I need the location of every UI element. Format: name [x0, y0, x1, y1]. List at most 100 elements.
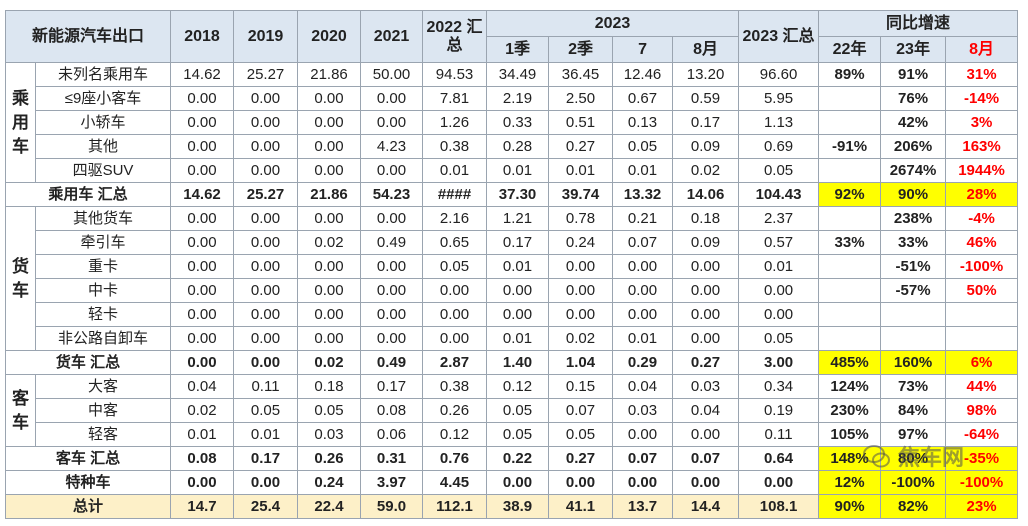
cell: 0.02 [297, 230, 362, 255]
cell: 0.27 [672, 350, 740, 375]
cell: 0.00 [360, 206, 424, 231]
cell: 0.00 [486, 302, 550, 327]
year-header: 2023 [486, 10, 740, 37]
cell: 1.21 [486, 206, 550, 231]
cell: 485% [818, 350, 882, 375]
row-name: 未列名乘用车 [34, 62, 172, 87]
row-name: 其他 [34, 134, 172, 159]
row-name: 非公路自卸车 [34, 326, 172, 351]
cell: -64% [945, 422, 1019, 447]
cell: 0.13 [612, 110, 674, 135]
cell: 12% [818, 470, 882, 495]
cell: 0.00 [170, 158, 235, 183]
cell: 0.00 [297, 86, 362, 111]
row: 重卡 0.00 0.00 0.00 0.00 0.05 0.01 0.00 0.00 0.00 0.… [6, 254, 1019, 279]
row: 小轿车 0.00 0.00 0.00 0.00 1.26 0.33 0.51 0.13 0.17 1… [6, 110, 1019, 135]
cell: 0.24 [297, 470, 362, 495]
group-label: 客车 [5, 374, 36, 447]
cell: 50.00 [360, 62, 424, 87]
cell: -51% [880, 254, 947, 279]
cell: 23% [945, 494, 1019, 519]
total-row: 总计 14.7 25.4 22.4 59.0 112.1 38.9 41.1 13.7 14.4 1… [4, 494, 1019, 519]
cell: 0.00 [360, 110, 424, 135]
cell: 0.00 [297, 206, 362, 231]
cell: 2.37 [738, 206, 820, 231]
row: 其他 0.00 0.00 0.00 4.23 0.38 0.28 0.27 0.05 0.09 0.… [6, 134, 1019, 159]
cell: 0.00 [548, 302, 614, 327]
special-row: 特种车 0.00 0.00 0.24 3.97 4.45 0.00 0.00 0.00 0.00 0… [4, 470, 1019, 495]
cell: 37.30 [486, 182, 550, 207]
body: 乘用车 未列名乘用车 14.62 25.27 21.86 50.00 94.53 34.49 3… [4, 62, 1019, 519]
cell: 0.00 [297, 134, 362, 159]
cell: 0.11 [738, 422, 820, 447]
cell: 0.21 [612, 206, 674, 231]
cell: 0.19 [738, 398, 820, 423]
cell: 0.26 [422, 398, 488, 423]
cell: 0.00 [297, 254, 362, 279]
cell: 0.00 [233, 302, 299, 327]
cell: 0.00 [486, 470, 550, 495]
cell: 0.04 [672, 398, 740, 423]
header-row: 1季 2季 7 8月 22年 23年 8月 [6, 36, 1019, 63]
cell: 0.17 [672, 110, 740, 135]
cell: -100% [880, 470, 947, 495]
group-label: 乘用车 [5, 62, 36, 183]
cell: 0.09 [672, 134, 740, 159]
row-name: 轻卡 [34, 302, 172, 327]
cell: 59.0 [360, 494, 424, 519]
cell: 0.00 [170, 470, 235, 495]
cell: 0.00 [672, 278, 740, 303]
cell: -14% [945, 86, 1019, 111]
cell [880, 302, 947, 327]
cell: 0.00 [672, 254, 740, 279]
cell: 0.01 [422, 158, 488, 183]
cell: -91% [818, 134, 882, 159]
cell: 0.01 [612, 158, 674, 183]
cell: 38.9 [486, 494, 550, 519]
row-name: 中客 [34, 398, 172, 423]
cell: 0.34 [738, 374, 820, 399]
row-name: 中卡 [34, 278, 172, 303]
row: 牵引车 0.00 0.00 0.02 0.49 0.65 0.17 0.24 0.07 0.09 0… [6, 230, 1019, 255]
cell: -57% [880, 278, 947, 303]
cell: 12.46 [612, 62, 674, 87]
cell [945, 302, 1019, 327]
cell: 0.05 [612, 134, 674, 159]
cell: 0.08 [170, 446, 235, 471]
cell: 0.01 [486, 326, 550, 351]
cell: 0.09 [672, 230, 740, 255]
cell: 0.00 [233, 110, 299, 135]
cell: 0.27 [548, 446, 614, 471]
cell: 0.28 [486, 134, 550, 159]
cell: 0.08 [360, 398, 424, 423]
cell [818, 206, 882, 231]
cell: 0.00 [612, 470, 674, 495]
cell: 13.32 [612, 182, 674, 207]
cell: 7.81 [422, 86, 488, 111]
year-header: 2023 汇总 [738, 10, 820, 63]
cell: 0.00 [233, 86, 299, 111]
cell: 33% [818, 230, 882, 255]
cell: 0.76 [422, 446, 488, 471]
cell: 0.17 [360, 374, 424, 399]
cell: 13.20 [672, 62, 740, 87]
watermark: 焦车网 [862, 440, 964, 472]
cell: 1.26 [422, 110, 488, 135]
cell [818, 158, 882, 183]
cell: 96.60 [738, 62, 820, 87]
row: 轻卡 0.00 0.00 0.00 0.00 0.00 0.00 0.00 0.00 0.00 0.… [6, 302, 1019, 327]
cell: 0.00 [170, 302, 235, 327]
row-name: 轻客 [34, 422, 172, 447]
export-table: 新能源汽车出口 2018 2019 2020 2021 2022 汇总 2023 2023 汇… [4, 10, 1019, 519]
cell: 54.23 [360, 182, 424, 207]
cell: 0.00 [297, 326, 362, 351]
header: 新能源汽车出口 2018 2019 2020 2021 2022 汇总 2023 2023 汇… [4, 10, 1019, 63]
cell: 0.00 [233, 350, 299, 375]
cell: 0.07 [672, 446, 740, 471]
cell: 0.00 [233, 134, 299, 159]
cell: 80% [880, 446, 947, 471]
year-header: 2022 汇总 [422, 10, 488, 63]
cell: 22.4 [297, 494, 362, 519]
cell: 0.00 [297, 158, 362, 183]
cell: 0.00 [422, 326, 488, 351]
